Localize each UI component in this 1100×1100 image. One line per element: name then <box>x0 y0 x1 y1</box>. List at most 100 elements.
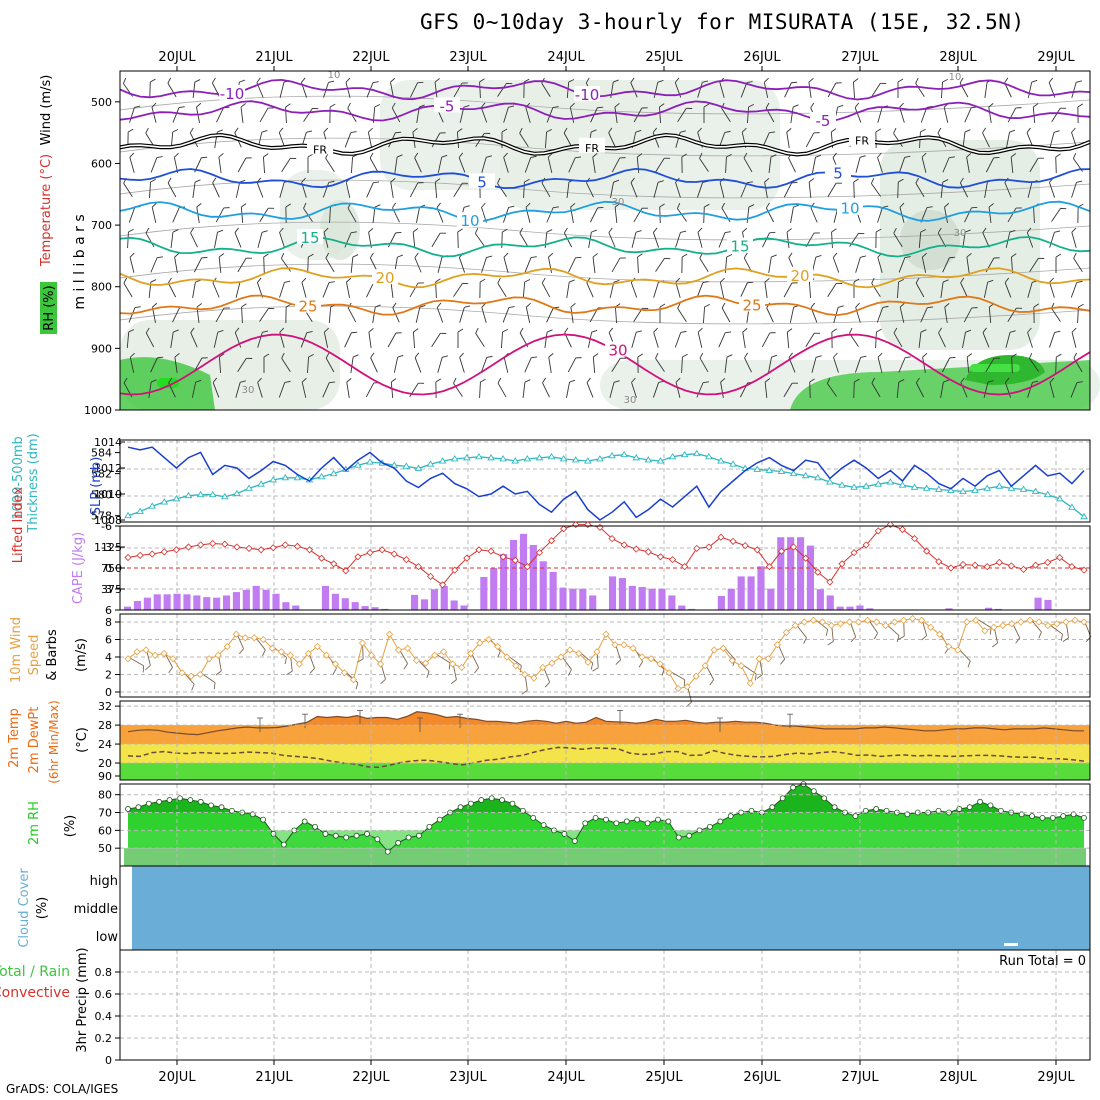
wind-speed-point <box>160 649 168 658</box>
wind-barb <box>234 227 242 248</box>
wind-speed-point <box>151 651 159 659</box>
wind-barb <box>409 282 424 298</box>
thickness-point <box>463 453 471 461</box>
wind-barb <box>944 303 950 323</box>
thickness-axis-label: 1000-500mb <box>11 436 26 520</box>
wind-barb <box>898 256 911 273</box>
wind-barb <box>570 303 576 323</box>
wind-barb <box>783 382 798 398</box>
cape-bar <box>757 566 765 610</box>
rh-point <box>707 823 713 830</box>
wind-speed-point <box>909 614 917 623</box>
isotherm-label-bg <box>457 212 483 228</box>
wind-barb <box>346 277 352 298</box>
wind-speed-point <box>854 618 863 626</box>
wind-barb-10m <box>939 632 950 654</box>
wind-barb-10m <box>398 647 408 670</box>
isotherm-label: FR <box>585 142 599 155</box>
wind-barb <box>234 327 242 348</box>
rh-point <box>966 804 973 811</box>
cape-bar <box>747 576 755 610</box>
wind-barb <box>921 152 927 173</box>
wind-barb <box>852 78 859 99</box>
wind-barb <box>831 328 838 349</box>
thickness-point <box>535 453 544 461</box>
wind-barb <box>681 353 688 374</box>
wind-barb <box>218 353 225 374</box>
wind-barb <box>1007 207 1022 223</box>
wind-barb <box>724 354 733 373</box>
wind-barb <box>503 252 509 273</box>
wind-barb <box>1011 353 1017 374</box>
cape-bar <box>628 585 636 610</box>
wind-speed-point <box>494 642 502 651</box>
wind-barb <box>985 357 1000 373</box>
wind-barb <box>367 127 373 148</box>
cape-bar <box>767 588 775 610</box>
lifted-index-point <box>620 541 628 549</box>
temp-tick-label: 32 <box>98 700 112 713</box>
date-label-bottom: 20JUL <box>158 1070 196 1085</box>
wind-barb <box>128 306 141 323</box>
wind-barb <box>1004 77 1012 98</box>
lifted-index-point <box>560 525 568 533</box>
wind-barb <box>126 329 135 349</box>
wind-barb <box>391 102 401 123</box>
cape-bar <box>500 554 508 610</box>
cape-bar <box>183 594 191 610</box>
wind-barb <box>740 81 753 98</box>
wind-barb <box>568 156 582 173</box>
wind-speed-point <box>1035 618 1043 626</box>
wind-barb <box>610 179 620 198</box>
wind-speed-point <box>701 662 709 670</box>
cape-bar <box>777 537 785 610</box>
rh-point <box>1018 811 1025 818</box>
wind-panel-frame <box>119 613 1091 698</box>
wind-barb <box>345 77 351 98</box>
wind-speed-point <box>196 670 204 679</box>
rh-contour-label: 10 <box>328 70 341 81</box>
slp-line <box>127 446 1085 521</box>
thickness-point <box>1056 494 1064 502</box>
wind-speed-point <box>476 639 484 647</box>
cape-bar <box>163 594 171 610</box>
wind-speed-point <box>990 623 998 631</box>
wind-barb <box>409 182 424 198</box>
temp-axis-label: 2m Temp <box>7 708 22 768</box>
lifted-index-tick-label: -3 <box>101 541 112 554</box>
rh-contour <box>119 95 1091 115</box>
wind-barb <box>765 202 775 223</box>
wind-barb <box>237 357 253 372</box>
rh-contour-label: 30 <box>612 197 625 208</box>
cape-bar <box>143 597 151 610</box>
slp-tick-label: 1008 <box>94 514 122 527</box>
lifted-index-point <box>1080 566 1088 574</box>
rh-legend-box <box>40 282 57 334</box>
wind-barb <box>390 378 397 399</box>
wind-speed-point <box>440 648 448 656</box>
lifted-index-point <box>463 554 471 562</box>
date-label-bottom: 24JUL <box>547 1070 585 1085</box>
wind-barb <box>827 182 842 198</box>
wind-barb <box>918 229 927 249</box>
wind-barb <box>697 227 703 248</box>
wind-barb <box>369 152 379 173</box>
rh-point <box>280 841 287 848</box>
wind-barb <box>988 203 994 223</box>
cape-bar <box>608 576 617 610</box>
wind-barb <box>915 177 925 198</box>
wind-barb <box>675 230 687 248</box>
rh-point <box>374 836 381 843</box>
wind-barb <box>212 377 220 398</box>
rh-contour-label: 30 <box>624 395 637 406</box>
wind-speed-point <box>1080 618 1088 626</box>
rh-point <box>395 839 402 846</box>
lifted-index-point <box>378 546 386 554</box>
thickness-point <box>789 469 798 477</box>
rh-contour <box>119 305 1091 325</box>
rh-contour <box>119 137 1091 157</box>
lifted-index-point <box>209 539 217 548</box>
wind10m-axis-label: 10m Wind <box>9 617 24 683</box>
wind-barb <box>966 253 972 273</box>
cape-bar <box>787 537 795 610</box>
